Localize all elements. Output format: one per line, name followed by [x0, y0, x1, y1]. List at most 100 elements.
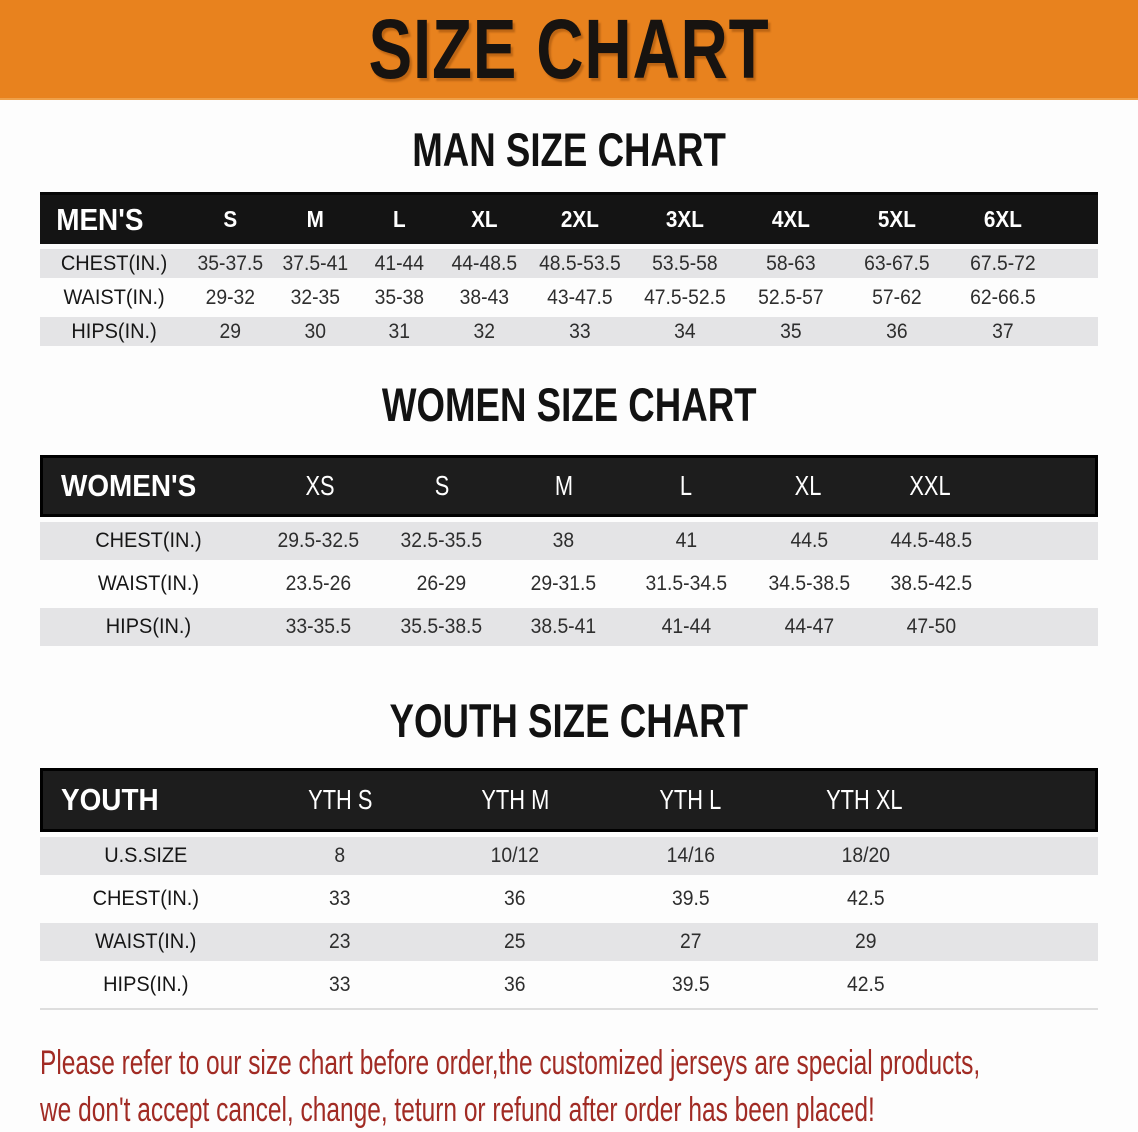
size-value: 53.5-58	[652, 251, 719, 275]
size-value: 37	[991, 319, 1014, 343]
size-value: 10/12	[490, 844, 540, 867]
table-row: WAIST(IN.) 23 25 27 29	[40, 923, 1098, 961]
men-size-table: MEN'S S M L XL 2XL 3XL 4XL 5XL 6XL CHEST…	[40, 192, 1098, 346]
size-value: 67.5-72	[969, 251, 1036, 275]
size-value: 42.5	[847, 887, 886, 910]
women-corner-label: WOMEN'S	[61, 468, 197, 503]
size-value: 39.5	[671, 887, 710, 910]
size-value: 41-44	[661, 615, 712, 638]
size-value: 8	[334, 844, 345, 867]
size-value: 30	[304, 319, 326, 343]
youth-size-table: YOUTH YTH S YTH M YTH L YTH XL U.S.SIZE …	[40, 768, 1098, 1004]
women-table-header-row: WOMEN'S XS S M L XL XXL	[40, 455, 1098, 517]
size-value: 31	[388, 319, 411, 343]
size-value: 44.5-48.5	[891, 529, 973, 552]
size-value: 35	[780, 319, 802, 343]
table-row: WAIST(IN.) 23.5-26 26-29 29-31.5 31.5-34…	[40, 565, 1098, 603]
man-section-title: MAN SIZE CHART	[0, 126, 1138, 173]
size-value: 44-47	[784, 615, 834, 638]
size-value: 41	[675, 529, 698, 552]
size-col-header: M	[554, 470, 573, 501]
size-col-header: S	[223, 206, 238, 232]
women-section-title-text: WOMEN SIZE CHART	[381, 378, 757, 431]
size-value: 32-35	[290, 285, 340, 309]
size-value: 38.5-42.5	[891, 572, 973, 595]
size-value: 58-63	[766, 251, 816, 275]
size-value: 36	[504, 887, 526, 910]
row-label: U.S.SIZE	[104, 844, 188, 867]
size-value: 44.5	[790, 529, 828, 552]
table-row: WAIST(IN.) 29-32 32-35 35-38 38-43 43-47…	[40, 283, 1098, 312]
size-value: 27	[679, 930, 702, 953]
table-row: HIPS(IN.) 33 36 39.5 42.5	[40, 966, 1098, 1004]
size-col-header: XL	[471, 206, 498, 232]
size-value: 29	[855, 930, 878, 953]
row-label: CHEST(IN.)	[95, 529, 202, 552]
row-label: HIPS(IN.)	[105, 615, 192, 638]
size-value: 34.5-38.5	[768, 572, 850, 595]
size-col-header: XXL	[909, 470, 951, 501]
size-value: 33	[328, 887, 351, 910]
table-row: U.S.SIZE 8 10/12 14/16 18/20	[40, 837, 1098, 875]
size-value: 26-29	[416, 572, 466, 595]
size-col-header: 3XL	[666, 206, 705, 232]
size-col-header: XS	[305, 470, 335, 501]
size-value: 25	[504, 930, 526, 953]
table-row: CHEST(IN.) 33 36 39.5 42.5	[40, 880, 1098, 918]
size-value: 41-44	[374, 251, 425, 275]
size-value: 29.5-32.5	[277, 529, 360, 552]
size-value: 32.5-35.5	[400, 529, 482, 552]
row-label: WAIST(IN.)	[97, 572, 200, 595]
size-value: 44-48.5	[451, 251, 518, 275]
men-corner-label: MEN'S	[56, 201, 144, 237]
size-value: 35-38	[374, 285, 425, 309]
size-value: 57-62	[872, 285, 922, 309]
size-value: 32	[473, 319, 496, 343]
size-value: 23	[328, 930, 351, 953]
size-value: 35-37.5	[197, 251, 264, 275]
size-value: 63-67.5	[864, 251, 930, 275]
size-value: 34	[674, 319, 697, 343]
table-row: CHEST(IN.) 29.5-32.5 32.5-35.5 38 41 44.…	[40, 522, 1098, 560]
size-value: 29-31.5	[530, 572, 597, 595]
size-col-header: 4XL	[772, 206, 811, 232]
size-value: 43-47.5	[546, 285, 613, 309]
table-row: HIPS(IN.) 29 30 31 32 33 34 35 36 37	[40, 317, 1098, 346]
size-value: 39.5	[671, 973, 710, 996]
size-value: 33	[568, 319, 591, 343]
row-label: CHEST(IN.)	[60, 251, 168, 275]
size-value: 33-35.5	[285, 615, 351, 638]
size-value: 36	[886, 319, 908, 343]
size-col-header: YTH M	[481, 784, 550, 815]
size-value: 36	[504, 973, 526, 996]
size-col-header: YTH L	[658, 784, 721, 815]
youth-table-header-row: YOUTH YTH S YTH M YTH L YTH XL	[40, 768, 1098, 832]
size-value: 62-66.5	[969, 285, 1036, 309]
size-col-header: 5XL	[877, 206, 916, 232]
size-value: 38	[552, 529, 575, 552]
size-value: 47.5-52.5	[644, 285, 727, 309]
youth-corner-label: YOUTH	[61, 782, 159, 817]
table-row: HIPS(IN.) 33-35.5 35.5-38.5 38.5-41 41-4…	[40, 608, 1098, 646]
size-col-header: L	[679, 470, 692, 501]
size-value: 31.5-34.5	[645, 572, 728, 595]
women-size-table: WOMEN'S XS S M L XL XXL CHEST(IN.) 29.5-…	[40, 455, 1098, 646]
size-value: 14/16	[666, 844, 715, 867]
size-chart-banner: SIZE CHART	[0, 0, 1138, 100]
size-col-header: YTH S	[308, 784, 373, 815]
size-value: 47-50	[907, 615, 957, 638]
size-value: 18/20	[842, 844, 891, 867]
size-value: 37.5-41	[282, 251, 348, 275]
size-value: 38.5-41	[530, 615, 597, 638]
size-col-header: XL	[794, 470, 822, 501]
row-label: WAIST(IN.)	[95, 930, 197, 953]
size-col-header: S	[434, 470, 449, 501]
size-value: 23.5-26	[285, 572, 351, 595]
row-label: WAIST(IN.)	[63, 285, 165, 309]
disclaimer-line-2: we don't accept cancel, change, teturn o…	[40, 1091, 875, 1129]
size-col-header: L	[393, 206, 406, 232]
table-row: CHEST(IN.) 35-37.5 37.5-41 41-44 44-48.5…	[40, 249, 1098, 278]
size-value: 38-43	[459, 285, 510, 309]
size-col-header: 2XL	[560, 206, 599, 232]
size-value: 52.5-57	[758, 285, 824, 309]
